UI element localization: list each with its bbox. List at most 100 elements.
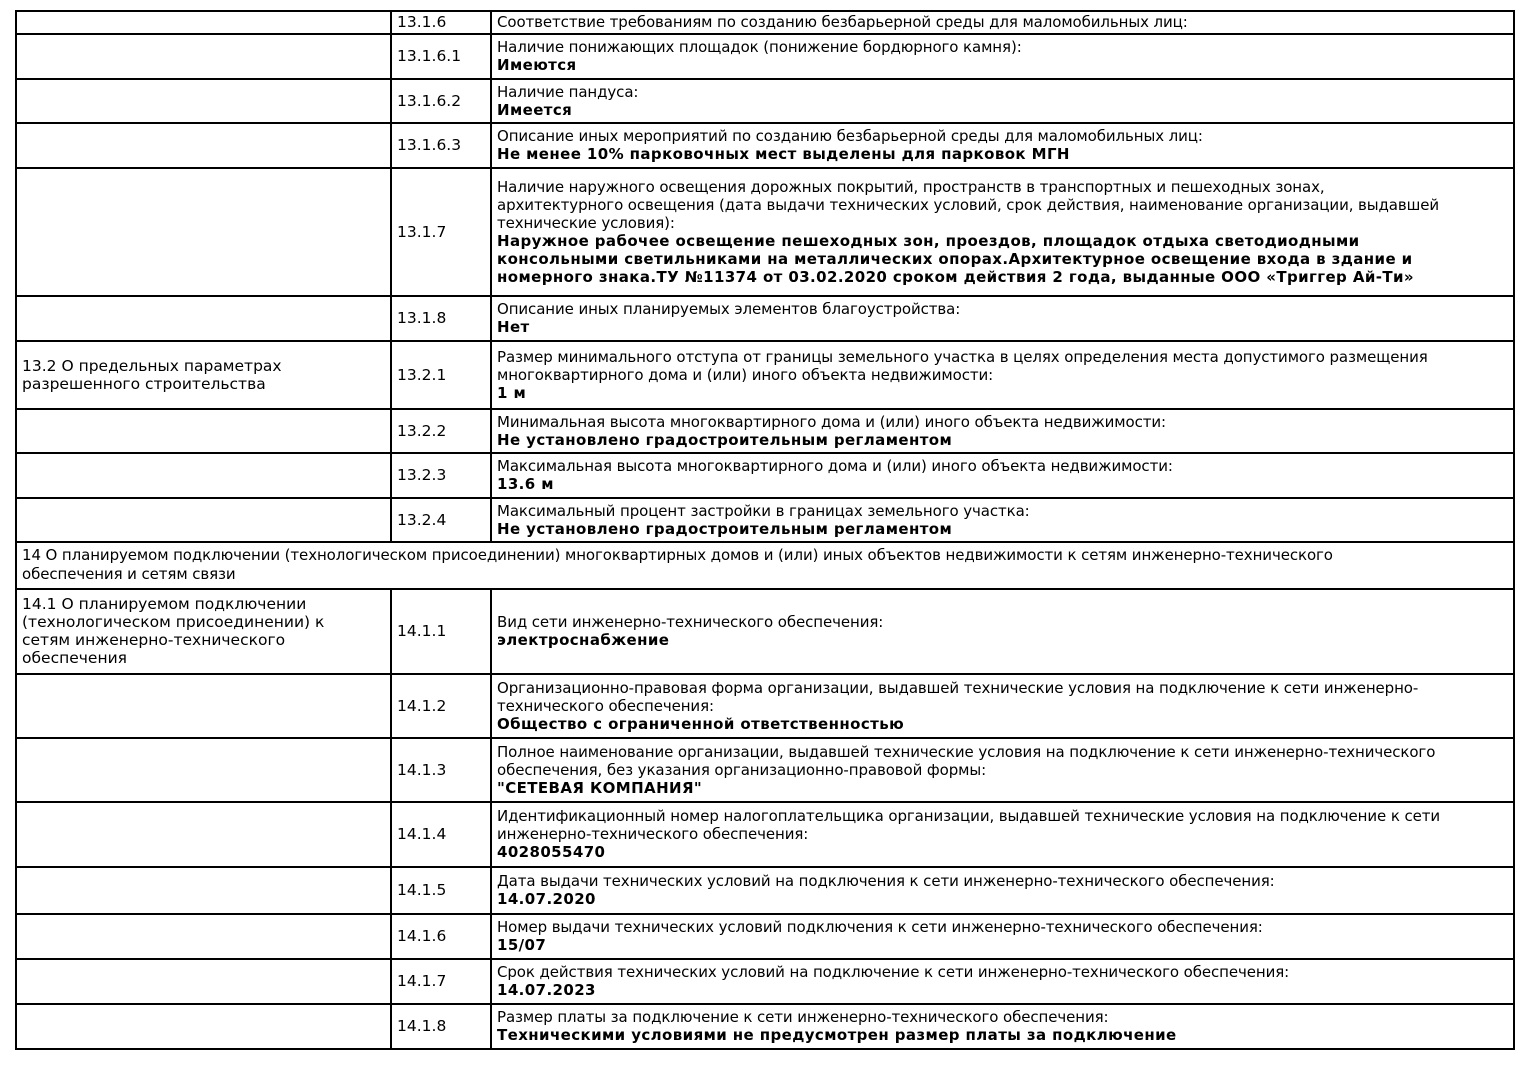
table-row: 14.1.4 Идентификационный номер налогопла… (15, 801, 1515, 868)
question-text: Организационно-правовая форма организаци… (497, 678, 1419, 715)
row-code: 13.1.8 (397, 309, 447, 327)
code-cell: 13.2.4 (390, 497, 492, 543)
code-cell: 14.1.2 (390, 673, 492, 739)
answer-text: Имеется (497, 100, 573, 119)
code-cell: 14.1.1 (390, 588, 492, 675)
table-row: 14.1 О планируемом подключении (технолог… (15, 588, 1515, 675)
table-row: 13.1.8 Описание иных планируемых элемент… (15, 295, 1515, 342)
question-text: Полное наименование организации, выдавше… (497, 742, 1436, 779)
details-cell: Наличие понижающих площадок (понижение б… (490, 33, 1515, 80)
answer-text: 13.6 м (497, 475, 554, 493)
row-code: 14.1.1 (397, 622, 447, 640)
code-cell: 13.1.6.3 (390, 122, 492, 169)
answer-text: Нет (497, 318, 530, 336)
section-cell (15, 408, 392, 454)
section-cell (15, 167, 392, 297)
table-row: 13.2 О предельных параметрах разрешенног… (15, 340, 1515, 410)
code-cell: 13.2.1 (390, 340, 492, 410)
code-cell: 14.1.6 (390, 913, 492, 960)
row-code: 14.1.2 (397, 696, 447, 715)
code-cell: 13.1.6.2 (390, 78, 492, 124)
question-text: Размер минимального отступа от границы з… (497, 347, 1428, 384)
section-label: 13.2 О предельных параметрах разрешенног… (22, 356, 282, 393)
section-header-cell: 14 О планируемом подключении (технологич… (15, 541, 1515, 590)
code-cell: 14.1.7 (390, 958, 492, 1005)
row-code: 13.2.3 (397, 466, 447, 484)
section-cell (15, 737, 392, 803)
question-text: Соответствие требованиям по созданию без… (497, 13, 1188, 31)
section-cell: 14.1 О планируемом подключении (технолог… (15, 588, 392, 675)
table-row: 14.1.5 Дата выдачи технических условий н… (15, 866, 1515, 915)
section-cell (15, 122, 392, 169)
details-cell: Наличие пандуса: Имеется (490, 78, 1515, 124)
details-cell: Номер выдачи технических условий подключ… (490, 913, 1515, 960)
details-cell: Размер минимального отступа от границы з… (490, 340, 1515, 410)
code-cell: 14.1.5 (390, 866, 492, 915)
table-row: 14.1.6 Номер выдачи технических условий … (15, 913, 1515, 960)
section-cell (15, 10, 392, 35)
code-cell: 13.1.6 (390, 10, 492, 35)
answer-text: Техническими условиями не предусмотрен р… (497, 1026, 1177, 1044)
row-code: 13.1.6 (397, 13, 447, 31)
details-cell: Описание иных мероприятий по созданию бе… (490, 122, 1515, 169)
details-cell: Минимальная высота многоквартирного дома… (490, 408, 1515, 454)
answer-text: 4028055470 (497, 843, 606, 861)
section-cell: 13.2 О предельных параметрах разрешенног… (15, 340, 392, 410)
section-cell (15, 801, 392, 868)
code-cell: 13.2.2 (390, 408, 492, 454)
section-14-header-row: 14 О планируемом подключении (технологич… (15, 541, 1515, 590)
row-code: 13.2.1 (397, 365, 447, 384)
table-row: 13.2.4 Максимальный процент застройки в … (15, 497, 1515, 543)
row-code: 14.1.7 (397, 972, 447, 990)
section-cell (15, 78, 392, 124)
code-cell: 13.1.6.1 (390, 33, 492, 80)
section-label: 14.1 О планируемом подключении (технолог… (22, 595, 325, 667)
answer-text: "СЕТЕВАЯ КОМПАНИЯ" (497, 778, 703, 797)
details-cell: Максимальный процент застройки в граница… (490, 497, 1515, 543)
answer-text: Наружное рабочее освещение пешеходных зо… (497, 231, 1414, 286)
answer-text: Не менее 10% парковочных мест выделены д… (497, 145, 1070, 163)
question-text: Срок действия технических условий на под… (497, 963, 1290, 981)
answer-text: Общество с ограниченной ответственностью (497, 714, 905, 733)
code-cell: 13.2.3 (390, 452, 492, 499)
table-row: 13.2.2 Минимальная высота многоквартирно… (15, 408, 1515, 454)
table-row: 14.1.7 Срок действия технических условий… (15, 958, 1515, 1005)
section-cell (15, 452, 392, 499)
question-text: Максимальная высота многоквартирного дом… (497, 457, 1173, 475)
row-code: 13.1.7 (397, 222, 447, 241)
section-cell (15, 673, 392, 739)
section-cell (15, 1003, 392, 1050)
question-text: Вид сети инженерно-технического обеспече… (497, 613, 884, 631)
answer-text: 14.07.2023 (497, 981, 596, 999)
declaration-table: 13.1.6 Соответствие требованиям по созда… (15, 10, 1515, 1050)
answer-text: 15/07 (497, 936, 547, 954)
code-cell: 13.1.7 (390, 167, 492, 297)
section-cell (15, 33, 392, 80)
table-row: 13.1.6.2 Наличие пандуса: Имеется (15, 78, 1515, 124)
details-cell: Максимальная высота многоквартирного дом… (490, 452, 1515, 499)
table-row: 14.1.8 Размер платы за подключение к сет… (15, 1003, 1515, 1050)
answer-text: Не установлено градостроительным регламе… (497, 519, 953, 538)
code-cell: 14.1.8 (390, 1003, 492, 1050)
answer-text: 14.07.2020 (497, 890, 596, 908)
table-row: 13.2.3 Максимальная высота многоквартирн… (15, 452, 1515, 499)
table-row: 14.1.2 Организационно-правовая форма орг… (15, 673, 1515, 739)
details-cell: Организационно-правовая форма организаци… (490, 673, 1515, 739)
question-text: Описание иных планируемых элементов благ… (497, 300, 961, 318)
details-cell: Размер платы за подключение к сети инжен… (490, 1003, 1515, 1050)
row-code: 14.1.4 (397, 825, 447, 843)
code-cell: 13.1.8 (390, 295, 492, 342)
code-cell: 14.1.4 (390, 801, 492, 868)
row-code: 14.1.6 (397, 927, 447, 945)
table-row: 14.1.3 Полное наименование организации, … (15, 737, 1515, 803)
details-cell: Описание иных планируемых элементов благ… (490, 295, 1515, 342)
question-text: Дата выдачи технических условий на подкл… (497, 872, 1275, 890)
answer-text: Имеются (497, 56, 577, 74)
question-text: Идентификационный номер налогоплательщик… (497, 807, 1441, 843)
row-code: 14.1.5 (397, 881, 447, 899)
row-code: 13.1.6.3 (397, 136, 462, 154)
row-code: 13.2.4 (397, 510, 447, 529)
question-text: Максимальный процент застройки в граница… (497, 501, 1030, 520)
section-cell (15, 497, 392, 543)
question-text: Минимальная высота многоквартирного дома… (497, 412, 1166, 431)
